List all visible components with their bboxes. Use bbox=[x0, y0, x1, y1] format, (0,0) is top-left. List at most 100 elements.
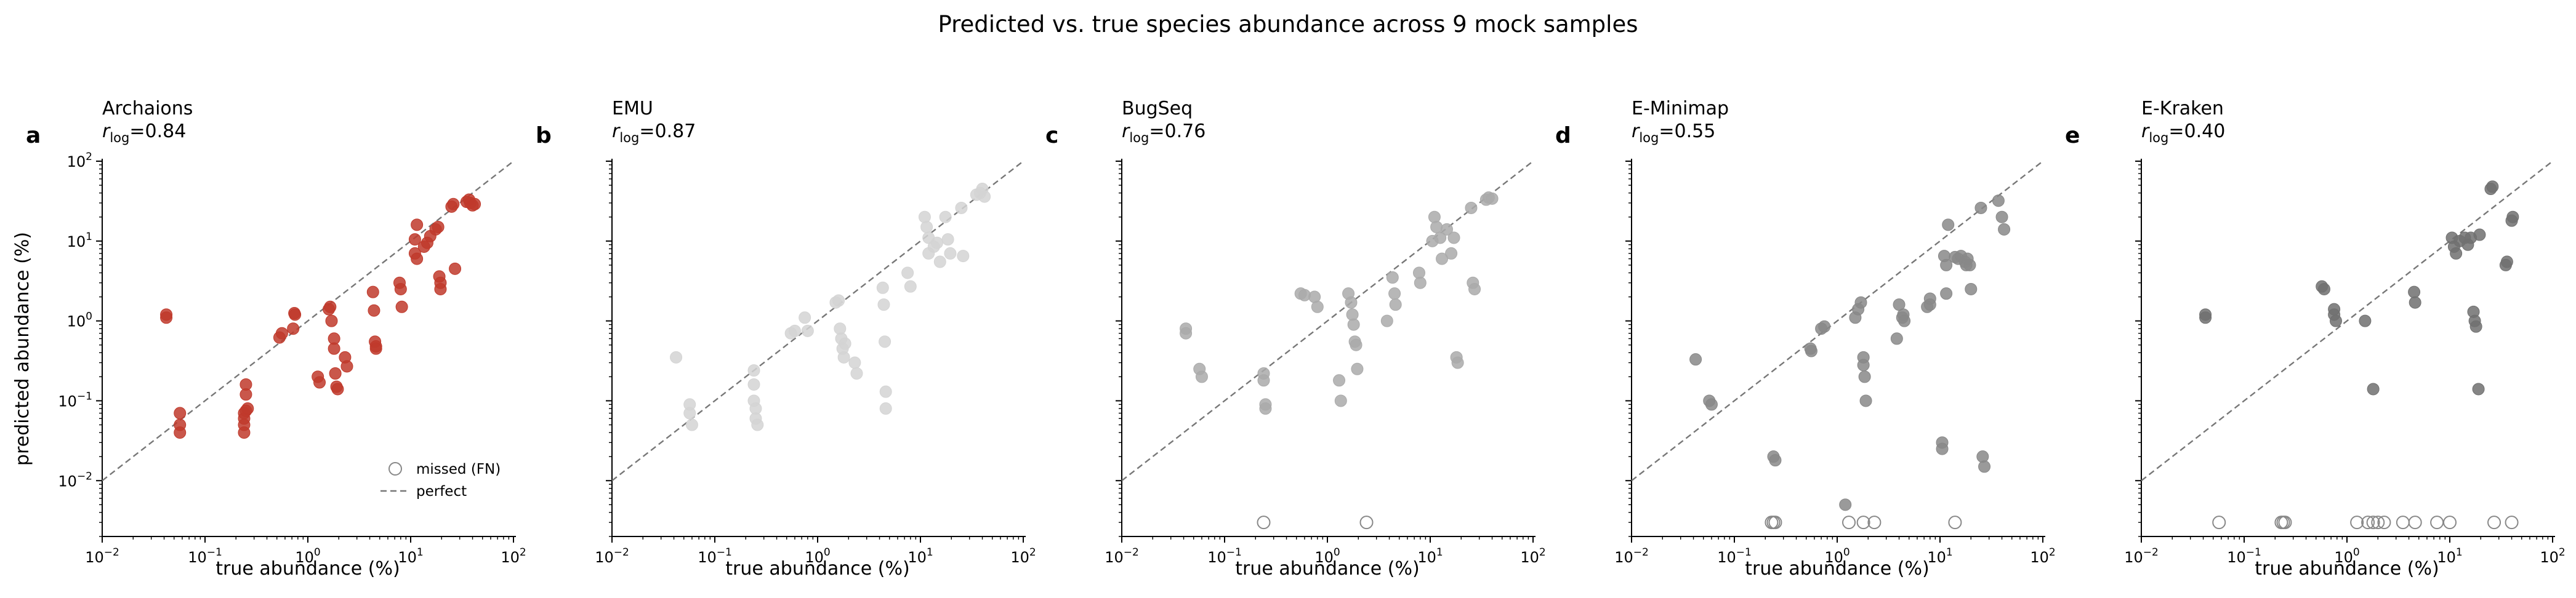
legend-missed-marker bbox=[388, 462, 402, 476]
x-tick-label: 102 bbox=[1520, 546, 1545, 566]
missed-marker bbox=[2377, 516, 2391, 530]
data-point bbox=[879, 402, 892, 415]
data-point bbox=[1436, 252, 1449, 265]
data-point bbox=[1486, 192, 1499, 205]
data-point bbox=[1995, 210, 2008, 223]
x-tick-label: 102 bbox=[501, 546, 526, 566]
data-point bbox=[801, 324, 814, 337]
data-point bbox=[939, 210, 952, 223]
missed-marker bbox=[1856, 516, 1870, 530]
panel-title: E-Kraken bbox=[2141, 98, 2224, 119]
data-point bbox=[2408, 285, 2421, 298]
data-point bbox=[1388, 287, 1401, 300]
data-point bbox=[2506, 210, 2519, 223]
data-point bbox=[1805, 345, 1817, 357]
y-tick-label: 102 bbox=[67, 151, 92, 170]
data-point bbox=[1311, 300, 1324, 313]
data-point bbox=[788, 324, 801, 337]
data-point bbox=[1468, 282, 1481, 295]
y-tick-label: 101 bbox=[67, 231, 92, 250]
x-tick-label: 101 bbox=[908, 546, 933, 566]
legend-perfect-label: perfect bbox=[416, 484, 467, 500]
missed-marker bbox=[2278, 516, 2292, 530]
missed-marker bbox=[2487, 516, 2502, 530]
data-point bbox=[957, 250, 970, 263]
missed-marker bbox=[1359, 516, 1374, 530]
data-point bbox=[1839, 498, 1852, 511]
data-point bbox=[2409, 296, 2421, 309]
data-point bbox=[1465, 201, 1478, 214]
data-point bbox=[1180, 327, 1193, 340]
y-tick-label: 10−2 bbox=[58, 470, 92, 490]
panel-letter: c bbox=[1045, 123, 1058, 148]
data-point bbox=[1940, 287, 1953, 300]
legend-missed-label: missed (FN) bbox=[416, 461, 501, 477]
missed-marker bbox=[2212, 516, 2226, 530]
data-point bbox=[366, 285, 379, 298]
data-point bbox=[395, 300, 408, 313]
data-point bbox=[1923, 298, 1936, 311]
data-point bbox=[1974, 201, 1987, 214]
data-point bbox=[1440, 223, 1453, 236]
data-point bbox=[1257, 374, 1270, 387]
data-point bbox=[1428, 210, 1441, 223]
x-tick-label: 10−2 bbox=[595, 546, 629, 566]
panel-title: BugSeq bbox=[1122, 98, 1193, 119]
data-point bbox=[839, 337, 851, 350]
data-point bbox=[1380, 314, 1393, 327]
data-point bbox=[1430, 220, 1443, 233]
data-point bbox=[411, 218, 424, 231]
x-tick-label: 10−1 bbox=[1717, 546, 1752, 566]
data-point bbox=[329, 367, 342, 380]
data-point bbox=[411, 252, 424, 265]
data-point bbox=[879, 385, 892, 398]
data-point bbox=[289, 308, 302, 321]
panel-title: Archaions bbox=[102, 98, 193, 119]
data-point bbox=[751, 418, 764, 431]
panel-letter: a bbox=[26, 123, 41, 148]
data-point bbox=[2317, 282, 2330, 295]
x-tick-label: 10−2 bbox=[1614, 546, 1649, 566]
x-tick-label: 100 bbox=[2334, 546, 2359, 566]
panel-correlation: rlog=0.55 bbox=[1632, 121, 1715, 145]
data-point bbox=[1890, 332, 1903, 345]
data-point bbox=[328, 342, 340, 355]
data-point bbox=[1350, 338, 1362, 351]
x-tick-label: 10−2 bbox=[2124, 546, 2159, 566]
data-point bbox=[238, 426, 251, 439]
data-point bbox=[1434, 231, 1447, 244]
missed-marker bbox=[2408, 516, 2422, 530]
data-point bbox=[879, 335, 892, 348]
data-point bbox=[978, 190, 991, 203]
x-tick-label: 10−2 bbox=[85, 546, 119, 566]
data-point bbox=[1334, 394, 1347, 407]
data-point bbox=[368, 304, 380, 317]
data-point bbox=[2472, 383, 2485, 396]
missed-marker bbox=[2361, 516, 2375, 530]
data-point bbox=[2329, 314, 2342, 327]
data-point bbox=[1769, 454, 1782, 467]
missed-marker bbox=[2430, 516, 2444, 530]
x-tick-label: 100 bbox=[1824, 546, 1849, 566]
x-axis-label: true abundance (%) bbox=[1235, 558, 1419, 580]
data-point bbox=[1857, 359, 1870, 372]
data-point bbox=[850, 367, 863, 380]
x-axis-label: true abundance (%) bbox=[1745, 558, 1929, 580]
data-point bbox=[876, 281, 889, 294]
panel-letter: e bbox=[2065, 123, 2080, 148]
data-point bbox=[160, 308, 173, 321]
perfect-reference-line bbox=[2141, 161, 2553, 482]
data-point bbox=[275, 327, 288, 340]
x-tick-label: 102 bbox=[2030, 546, 2055, 566]
data-point bbox=[933, 255, 946, 268]
data-point bbox=[1858, 370, 1871, 383]
x-tick-label: 101 bbox=[398, 546, 423, 566]
data-point bbox=[670, 351, 683, 364]
y-axis-label: predicted abundance (%) bbox=[12, 232, 33, 466]
data-point bbox=[683, 407, 696, 420]
missed-marker bbox=[2396, 516, 2410, 530]
panel-correlation: rlog=0.87 bbox=[612, 121, 696, 145]
data-point bbox=[2359, 314, 2372, 327]
data-point bbox=[2469, 320, 2482, 333]
data-point bbox=[1854, 296, 1867, 309]
